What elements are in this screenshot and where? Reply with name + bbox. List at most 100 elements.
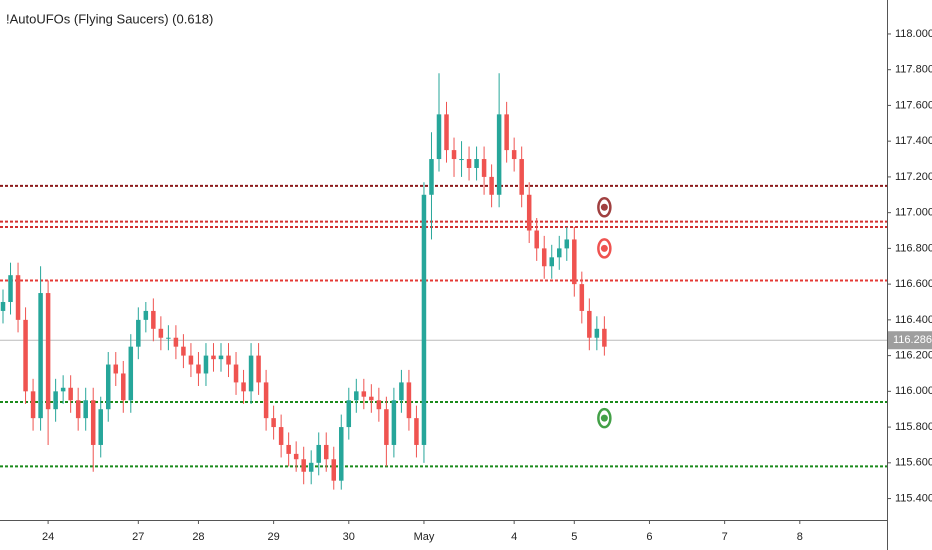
candle-body bbox=[331, 459, 337, 481]
candle-body bbox=[23, 319, 28, 392]
candle-body bbox=[421, 194, 427, 445]
x-tick-label: 8 bbox=[797, 531, 803, 543]
x-tick-label: 24 bbox=[42, 531, 54, 543]
y-tick-label: 117.200 bbox=[895, 171, 932, 183]
x-tick-label: 5 bbox=[571, 531, 577, 543]
candle-body bbox=[286, 444, 291, 454]
candle-body bbox=[0, 301, 6, 311]
candle-body bbox=[384, 409, 389, 445]
candle-body bbox=[226, 355, 231, 365]
candle-body bbox=[511, 150, 517, 160]
candle-body bbox=[496, 114, 502, 195]
candle-body bbox=[602, 328, 607, 347]
candle-body bbox=[429, 159, 434, 195]
candle-body bbox=[83, 400, 88, 419]
candle-body bbox=[293, 453, 299, 460]
x-tick-label: 7 bbox=[722, 531, 728, 543]
y-tick-label: 116.800 bbox=[895, 242, 932, 254]
candle-body bbox=[188, 355, 194, 365]
candle-body bbox=[474, 159, 479, 168]
x-tick-label: 28 bbox=[192, 531, 204, 543]
candle-body bbox=[113, 364, 119, 374]
y-tick-label: 116.600 bbox=[895, 278, 932, 290]
x-tick-label: 30 bbox=[343, 531, 355, 543]
y-tick-label: 115.600 bbox=[895, 457, 932, 469]
candle-body bbox=[196, 364, 201, 374]
x-tick-label: 4 bbox=[511, 531, 517, 543]
candle-body bbox=[271, 418, 276, 428]
candle-body bbox=[391, 400, 397, 445]
y-tick-label: 116.200 bbox=[895, 350, 932, 362]
candle-body bbox=[376, 400, 382, 410]
x-tick-label: 27 bbox=[132, 531, 144, 543]
candle-body bbox=[414, 418, 419, 445]
x-tick-label: 6 bbox=[646, 531, 652, 543]
candle-body bbox=[346, 400, 352, 428]
candle-body bbox=[136, 319, 141, 347]
candle-body bbox=[121, 373, 126, 401]
candle-body bbox=[481, 159, 487, 177]
candle-body bbox=[316, 444, 321, 463]
y-tick-label: 116.000 bbox=[895, 385, 932, 397]
marker-dot bbox=[600, 414, 608, 422]
candle-body bbox=[526, 194, 532, 231]
candle-body bbox=[339, 427, 344, 481]
candle-body bbox=[579, 284, 585, 311]
candle-body bbox=[98, 409, 103, 445]
y-tick-label: 117.000 bbox=[895, 207, 932, 219]
candle-body bbox=[519, 159, 524, 195]
candle-body bbox=[504, 114, 509, 151]
candle-body bbox=[248, 355, 254, 392]
candle-body bbox=[572, 239, 577, 285]
candle-body bbox=[466, 159, 472, 168]
candle-body bbox=[444, 114, 449, 151]
candle-body bbox=[263, 382, 269, 419]
candle-body bbox=[218, 355, 224, 360]
candle-body bbox=[15, 275, 21, 320]
last-price-label: 116.286 bbox=[893, 334, 932, 346]
candle-body bbox=[211, 355, 216, 360]
candle-body bbox=[143, 310, 149, 320]
candle-body bbox=[308, 462, 314, 472]
marker-dot bbox=[600, 244, 608, 252]
candle-body bbox=[451, 150, 457, 160]
candle-body bbox=[557, 248, 562, 258]
candle-body bbox=[105, 364, 111, 410]
chart-title: !AutoUFOs (Flying Saucers) (0.618) bbox=[6, 11, 213, 26]
candle-body bbox=[8, 275, 13, 302]
y-tick-label: 117.600 bbox=[895, 99, 932, 111]
y-tick-label: 115.400 bbox=[895, 492, 932, 504]
candle-body bbox=[75, 400, 81, 419]
candle-body bbox=[203, 355, 209, 374]
candle-body bbox=[361, 391, 367, 397]
candle-body bbox=[534, 230, 539, 249]
candle-body bbox=[241, 382, 246, 392]
candle-body bbox=[151, 310, 156, 329]
last-price-box bbox=[888, 331, 932, 350]
y-tick-label: 117.800 bbox=[895, 64, 932, 76]
candle-body bbox=[233, 364, 239, 383]
candle-body bbox=[90, 400, 96, 445]
candle-body bbox=[45, 293, 51, 410]
candle-body bbox=[594, 328, 600, 338]
candle-body bbox=[436, 114, 442, 160]
candle-body bbox=[489, 176, 494, 195]
candle-body bbox=[301, 459, 306, 472]
y-tick-label: 118.000 bbox=[895, 28, 932, 40]
candle-body bbox=[564, 239, 570, 249]
candle-body bbox=[459, 159, 464, 161]
y-tick-label: 117.400 bbox=[895, 135, 932, 147]
candle-body bbox=[181, 346, 186, 356]
candle-body bbox=[369, 396, 374, 401]
candle-body bbox=[173, 337, 179, 347]
candle-body bbox=[30, 391, 36, 419]
candle-body bbox=[399, 382, 404, 401]
candle-body bbox=[166, 337, 171, 339]
candle-body bbox=[68, 387, 73, 401]
x-tick-label: May bbox=[414, 531, 435, 543]
candle-body bbox=[256, 355, 261, 383]
candle-body bbox=[323, 444, 329, 460]
candle-body bbox=[587, 310, 592, 338]
